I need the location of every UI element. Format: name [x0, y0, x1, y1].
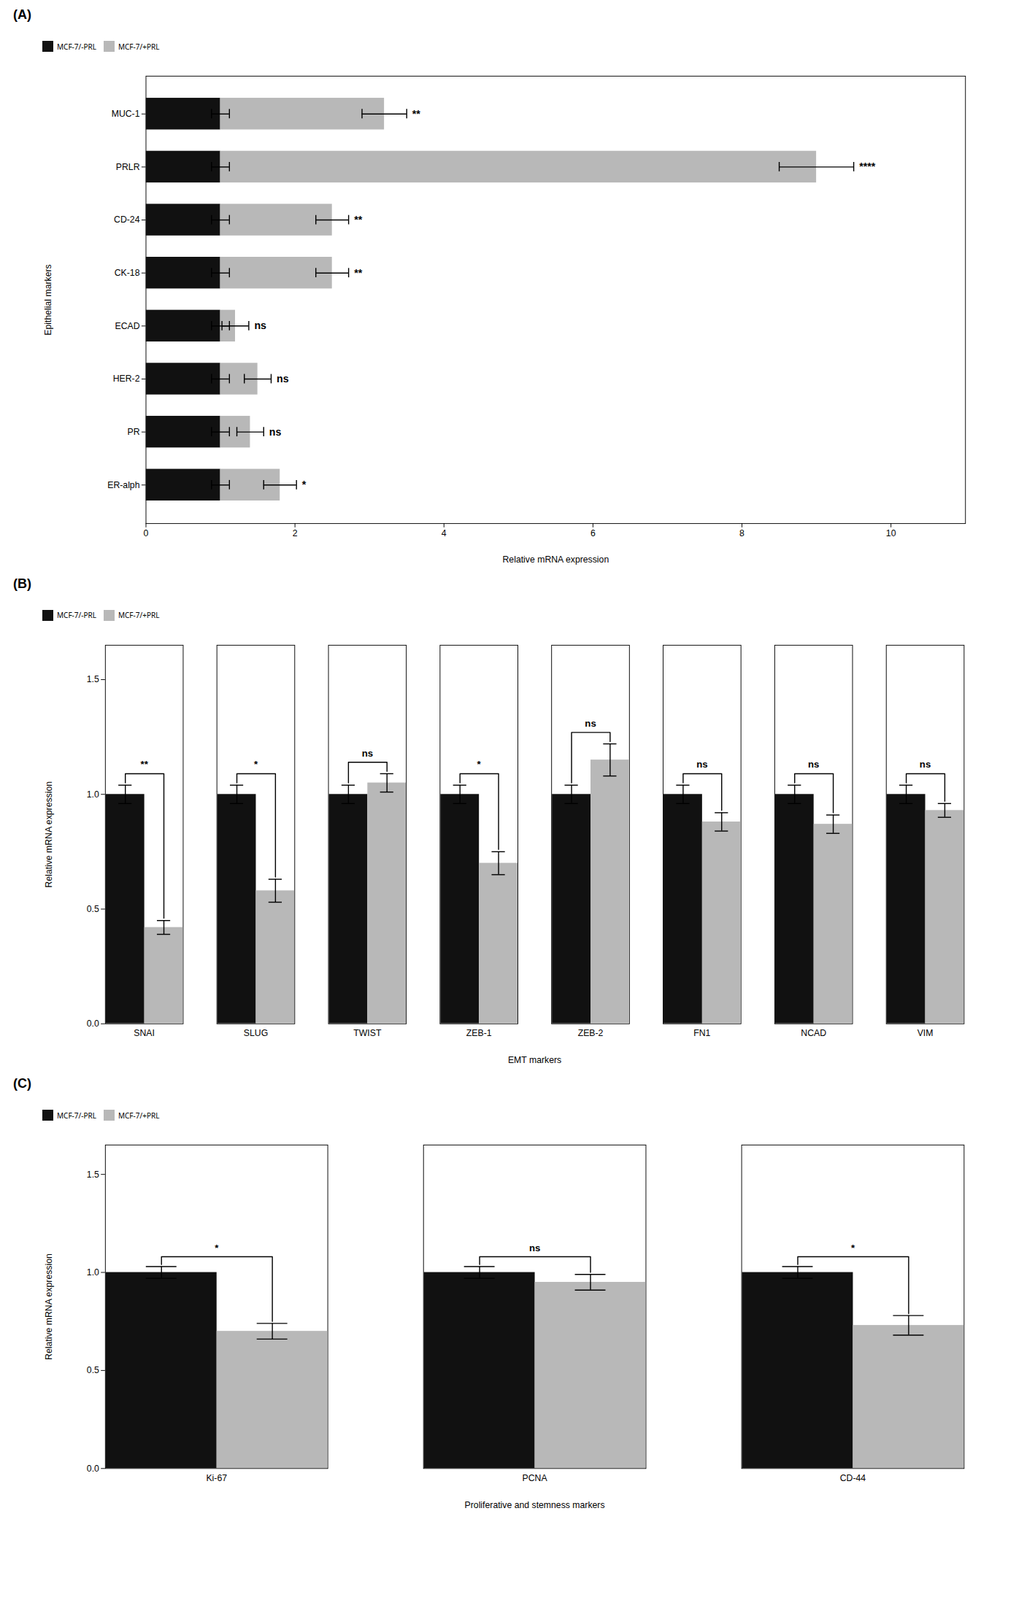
svg-text:ns: ns: [269, 426, 282, 438]
svg-text:CD-44: CD-44: [840, 1473, 867, 1484]
svg-text:SLUG: SLUG: [243, 1028, 268, 1039]
html-text:(C): (C): [13, 1076, 32, 1092]
svg-text:0.0: 0.0: [86, 1464, 100, 1475]
svg-text:*: *: [477, 759, 482, 771]
svg-text:PCNA: PCNA: [522, 1473, 549, 1484]
svg-text:*: *: [254, 759, 259, 771]
svg-text:2: 2: [292, 528, 298, 539]
svg-text:**: **: [412, 108, 422, 120]
html-text:MCF-7/-PRL: MCF-7/-PRL: [56, 1110, 97, 1121]
svg-text:*: *: [851, 1243, 856, 1254]
svg-text:CD-24: CD-24: [113, 214, 141, 225]
svg-text:FN1: FN1: [693, 1028, 711, 1039]
svg-text:PR: PR: [127, 426, 140, 438]
html-text:MCF-7/+PRL: MCF-7/+PRL: [118, 1110, 160, 1121]
svg-text:Ki-67: Ki-67: [205, 1473, 227, 1484]
svg-text:1.0: 1.0: [86, 1267, 100, 1279]
svg-text:0.5: 0.5: [86, 904, 100, 915]
svg-text:ns: ns: [808, 759, 819, 771]
svg-text:ns: ns: [584, 717, 596, 729]
svg-text:ns: ns: [529, 1243, 541, 1254]
svg-text:**: **: [140, 759, 149, 771]
svg-text:EMT markers: EMT markers: [508, 1055, 562, 1065]
svg-text:ns: ns: [696, 759, 708, 771]
svg-text:0: 0: [143, 528, 149, 539]
svg-text:TWIST: TWIST: [353, 1028, 382, 1039]
svg-text:*: *: [214, 1243, 219, 1254]
svg-text:VIM: VIM: [917, 1028, 934, 1039]
svg-text:1.5: 1.5: [86, 674, 100, 685]
html-text:MCF-7/+PRL: MCF-7/+PRL: [118, 610, 160, 621]
svg-text:SNAI: SNAI: [133, 1028, 155, 1039]
svg-text:Relative mRNA expression: Relative mRNA expression: [43, 1253, 55, 1361]
svg-text:10: 10: [886, 528, 897, 539]
html-text:MCF-7/+PRL: MCF-7/+PRL: [118, 41, 160, 52]
svg-text:Epithelial markers: Epithelial markers: [43, 264, 54, 336]
svg-text:*: *: [302, 478, 307, 491]
svg-text:ZEB-1: ZEB-1: [466, 1028, 492, 1039]
svg-text:Proliferative and stemness mar: Proliferative and stemness markers: [464, 1500, 606, 1511]
svg-text:ns: ns: [254, 319, 267, 332]
html-text:MCF-7/-PRL: MCF-7/-PRL: [56, 41, 97, 52]
svg-text:Relative mRNA expression: Relative mRNA expression: [502, 554, 610, 565]
html-text:(A): (A): [13, 7, 32, 22]
html-text:(B): (B): [13, 576, 32, 592]
svg-text:MUC-1: MUC-1: [111, 108, 141, 119]
svg-text:ns: ns: [919, 759, 931, 771]
svg-text:Relative mRNA expression: Relative mRNA expression: [43, 781, 55, 889]
svg-text:**: **: [354, 267, 363, 279]
svg-text:**: **: [354, 213, 363, 226]
svg-text:1.5: 1.5: [86, 1170, 100, 1181]
svg-text:ECAD: ECAD: [114, 321, 140, 332]
svg-text:6: 6: [590, 528, 596, 539]
svg-text:NCAD: NCAD: [800, 1028, 827, 1039]
svg-text:0.0: 0.0: [86, 1018, 100, 1030]
html-text:MCF-7/-PRL: MCF-7/-PRL: [56, 610, 97, 621]
svg-text:ER-alph: ER-alph: [107, 480, 140, 491]
svg-text:4: 4: [441, 528, 447, 539]
svg-text:ZEB-2: ZEB-2: [578, 1028, 604, 1039]
svg-text:8: 8: [739, 528, 745, 539]
svg-text:1.0: 1.0: [86, 789, 100, 800]
svg-text:CK-18: CK-18: [114, 267, 141, 279]
svg-text:HER-2: HER-2: [113, 373, 141, 384]
svg-text:****: ****: [859, 160, 876, 173]
svg-text:PRLR: PRLR: [116, 162, 141, 173]
svg-text:0.5: 0.5: [86, 1365, 100, 1376]
svg-text:ns: ns: [362, 747, 373, 759]
svg-text:ns: ns: [276, 372, 290, 385]
